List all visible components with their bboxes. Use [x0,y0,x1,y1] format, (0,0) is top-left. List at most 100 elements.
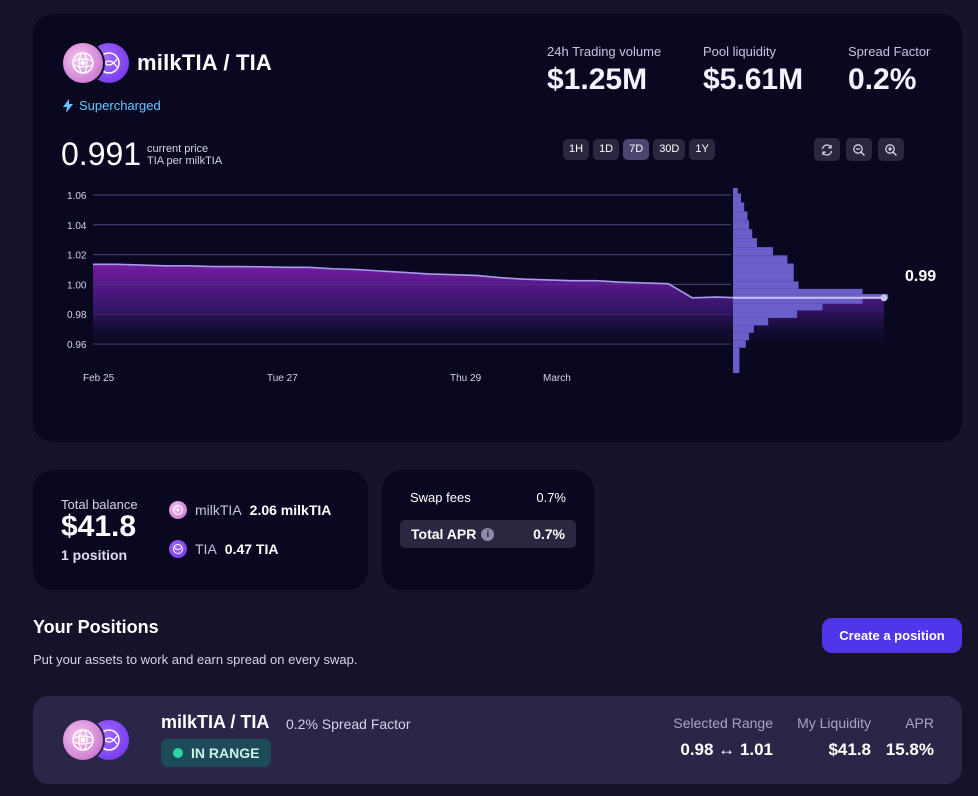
pool-title: milkTIA / TIA [137,50,273,75]
range-button-7d[interactable]: 7D [623,139,650,160]
positions-title: Your Positions [33,617,159,637]
depth-bar [733,229,753,239]
depth-bar [733,188,738,194]
current-price-caption: current price TIA per milkTIA [147,143,222,167]
current-price-chart-label: 0.99 [905,268,936,285]
asset-row-milktia: milkTIA 2.06 milkTIA [169,501,331,519]
y-tick-label: 1.06 [67,191,87,202]
my-liquidity-column: My Liquidity $41.8 [797,715,871,760]
total-apr-row: Total APR i 0.7% [400,520,576,548]
stat-trading-volume: 24h Trading volume $1.25M [547,44,661,97]
stat-value: 0.2% [848,63,917,96]
zoom-in-button[interactable] [878,138,904,161]
total-apr-value: 0.7% [533,526,565,542]
apr-card: Swap fees 0.7% Total APR i 0.7% [382,470,594,590]
stat-label: 24h Trading volume [547,44,662,59]
current-price-value: 0.991 [61,136,142,172]
range-button-1h[interactable]: 1H [563,139,590,160]
supercharged-label: Supercharged [79,98,161,113]
refresh-button[interactable] [814,138,840,161]
position-pair: milkTIA / TIA [161,712,270,732]
depth-bar [733,272,794,282]
range-button-30d[interactable]: 30D [653,139,686,160]
price-chart[interactable]: 1.06 1.04 1.02 1.00 0.98 0.96 Feb 25 Tue 27 Thu… [33,14,962,442]
zoom-in-icon [885,143,897,156]
selected-range-column: Selected Range 0.98 ↔ 1.01 [673,715,773,760]
positions-subtitle: Put your assets to work and earn spread … [33,652,358,667]
depth-bar [733,281,799,289]
zoom-out-button[interactable] [846,138,872,161]
current-price-marker: 0.99 [733,268,936,302]
y-axis-ticks: 1.06 1.04 1.02 1.00 0.98 0.96 [67,191,87,351]
stat-label: Pool liquidity [703,44,776,59]
create-position-button[interactable]: Create a position [822,618,962,653]
position-count: 1 position [61,547,128,563]
asset-amount: 2.06 milkTIA [249,502,332,518]
lightning-icon [63,98,73,113]
my-liquidity-value: $41.8 [828,740,871,759]
price-unit-label: TIA per milkTIA [147,155,223,167]
depth-bar [733,310,797,318]
refresh-icon [821,143,833,156]
depth-bar [733,202,745,212]
total-apr-label: Total APR [411,526,477,542]
apr-column: APR 15.8% [886,715,934,760]
my-liquidity-label: My Liquidity [797,715,871,731]
y-tick-label: 1.02 [67,251,87,262]
stat-value: $1.25M [547,63,648,96]
in-range-label: IN RANGE [191,745,260,761]
depth-bar [733,303,823,311]
total-balance-value: $41.8 [61,510,137,543]
apr-value: 15.8% [885,740,934,759]
status-dot-icon [173,748,183,758]
selected-range-label: Selected Range [673,715,773,731]
pool-overview-card: milkTIA / TIA Supercharged 24h Trading v… [33,14,962,442]
depth-bar [733,247,773,256]
asset-symbol: milkTIA [195,502,242,518]
position-row[interactable]: milkTIA / TIA 0.2% Spread Factor IN RANG… [33,696,962,784]
token-pair-icon [61,41,133,87]
depth-bar [733,340,746,348]
price-area-fill [93,264,884,344]
range-button-1d[interactable]: 1D [593,139,620,160]
total-balance-label: Total balance [61,497,138,512]
stat-value: $5.61M [703,63,804,96]
stat-spread-factor: Spread Factor 0.2% [848,44,930,97]
asset-row-tia: TIA 0.47 TIA [169,540,278,558]
asset-symbol: TIA [195,541,217,557]
y-tick-label: 0.96 [67,340,87,351]
liquidity-depth-histogram [733,188,889,373]
info-icon[interactable]: i [481,527,495,541]
chart-controls [814,138,904,161]
current-price-label: current price [147,143,209,155]
depth-bar [733,263,794,273]
depth-bar [733,255,788,264]
in-range-badge: IN RANGE [161,739,272,767]
swap-fees-row: Swap fees 0.7% [410,490,566,505]
depth-bar [733,325,754,333]
position-spread-factor: 0.2% Spread Factor [286,716,411,732]
zoom-out-icon [853,143,865,156]
tia-token-icon [169,540,187,558]
swap-fees-label: Swap fees [410,490,471,505]
range-button-1y[interactable]: 1Y [689,139,715,160]
time-range-selector: 1H 1D 7D 30D 1Y [563,139,715,160]
x-tick-label: March [543,373,571,384]
depth-bar [733,347,740,373]
y-tick-label: 0.98 [67,310,87,321]
depth-bar [733,317,769,326]
depth-bar [733,298,863,304]
current-price-dot [880,294,888,302]
milktia-token-icon [169,501,187,519]
token-pair-icon [61,718,133,764]
depth-bar [733,294,889,299]
balance-card: Total balance $41.8 1 position milkTIA 2… [33,470,368,590]
y-tick-label: 1.04 [67,221,87,232]
apr-label: APR [905,715,934,731]
stat-pool-liquidity: Pool liquidity $5.61M [703,44,803,97]
depth-bar [733,193,741,203]
depth-bar [733,211,748,221]
milktia-token-icon [61,41,105,85]
x-axis-ticks: Feb 25 Tue 27 Thu 29 March [83,373,571,384]
depth-bar [733,220,749,230]
